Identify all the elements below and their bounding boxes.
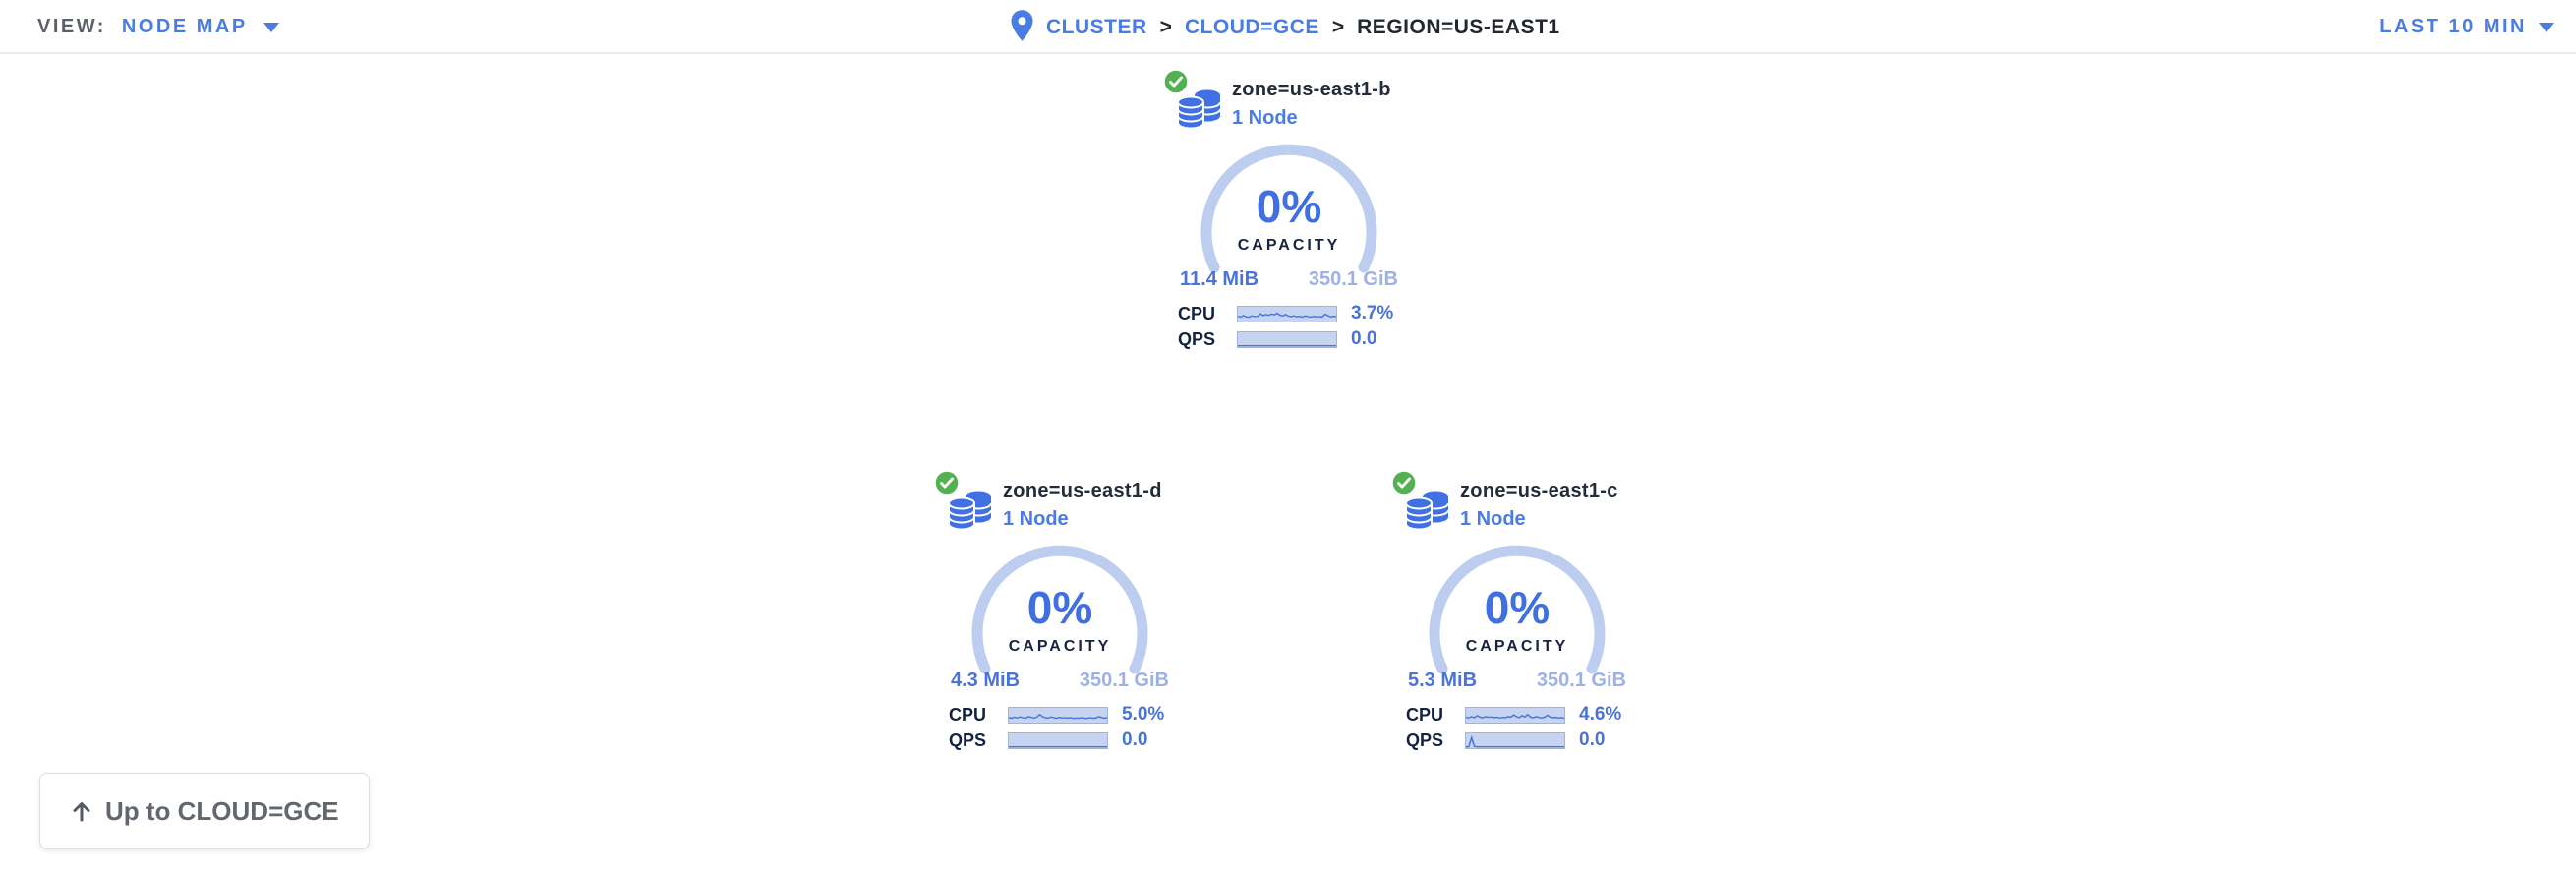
cpu-value: 4.6% <box>1579 704 1622 725</box>
cpu-metric-row: CPU 5.0% <box>937 704 1183 725</box>
capacity-used: 5.3 MiB <box>1408 670 1478 691</box>
up-button-label: Up to CLOUD=GCE <box>105 795 339 826</box>
breadcrumb-separator: > <box>1159 15 1172 38</box>
qps-value: 0.0 <box>1579 730 1606 750</box>
time-range-label: LAST 10 MIN <box>2379 16 2527 37</box>
capacity-total: 350.1 GiB <box>1308 268 1398 290</box>
capacity-label: CAPACITY <box>1008 638 1112 655</box>
capacity-used: 11.4 MiB <box>1180 268 1259 290</box>
qps-label: QPS <box>1177 328 1215 349</box>
breadcrumb-separator: > <box>1331 15 1345 38</box>
zone-title: zone=us-east1-d <box>1003 480 1162 501</box>
topbar: VIEW: NODE MAP CLUSTER > CLOUD=GCE > REG… <box>0 0 2576 54</box>
qps-sparkline-chart <box>1465 731 1565 749</box>
cpu-label: CPU <box>1405 704 1443 725</box>
database-stack-icon <box>1405 491 1449 531</box>
time-range-dropdown[interactable]: LAST 10 MIN <box>2379 0 2554 54</box>
healthy-check-icon <box>933 469 961 497</box>
zone-card-us-east1-c[interactable]: zone=us-east1-c 1 Node 0% CAPACITY 5.3 M… <box>1390 466 1640 761</box>
breadcrumb-cluster-link[interactable]: CLUSTER <box>1046 15 1147 38</box>
zone-card-us-east1-b[interactable]: zone=us-east1-b 1 Node 0% CAPACITY 11.4 … <box>1162 65 1412 360</box>
qps-metric-row: QPS 0.0 <box>1394 730 1640 750</box>
capacity-percent: 0% <box>1256 181 1322 232</box>
view-dropdown[interactable]: VIEW: NODE MAP <box>37 0 279 54</box>
qps-sparkline-chart <box>1237 330 1337 348</box>
view-value: NODE MAP <box>121 16 248 37</box>
capacity-total: 350.1 GiB <box>1536 670 1626 691</box>
zone-title: zone=us-east1-b <box>1232 79 1391 100</box>
capacity-percent: 0% <box>1026 582 1093 633</box>
chevron-down-icon <box>2539 22 2554 32</box>
capacity-values: 11.4 MiB 350.1 GiB <box>1166 268 1412 291</box>
cpu-label: CPU <box>948 704 986 725</box>
zone-node-count: 1 Node <box>1003 508 1069 530</box>
cpu-value: 3.7% <box>1351 303 1394 323</box>
capacity-gauge-arc <box>1429 545 1606 674</box>
cpu-label: CPU <box>1177 303 1215 323</box>
capacity-total: 350.1 GiB <box>1079 670 1169 691</box>
cpu-metric-row: CPU 4.6% <box>1394 704 1640 725</box>
capacity-gauge-arc <box>1200 144 1377 273</box>
zone-node-count: 1 Node <box>1460 508 1526 530</box>
cpu-sparkline-chart <box>1237 305 1337 322</box>
qps-label: QPS <box>948 730 986 750</box>
qps-metric-row: QPS 0.0 <box>937 730 1183 750</box>
qps-value: 0.0 <box>1351 328 1377 349</box>
capacity-values: 5.3 MiB 350.1 GiB <box>1394 670 1640 692</box>
capacity-label: CAPACITY <box>1237 237 1341 254</box>
qps-sparkline-chart <box>1008 731 1108 749</box>
qps-label: QPS <box>1405 730 1443 750</box>
cpu-metric-row: CPU 3.7% <box>1166 303 1412 323</box>
capacity-used: 4.3 MiB <box>951 670 1021 691</box>
capacity-percent: 0% <box>1484 582 1551 633</box>
capacity-label: CAPACITY <box>1465 638 1569 655</box>
breadcrumb-cloud-link[interactable]: CLOUD=GCE <box>1184 15 1319 38</box>
zone-card-us-east1-d[interactable]: zone=us-east1-d 1 Node 0% CAPACITY 4.3 M… <box>933 466 1183 761</box>
database-stack-icon <box>948 491 992 531</box>
view-label: VIEW: <box>37 16 106 37</box>
qps-value: 0.0 <box>1122 730 1148 750</box>
cpu-sparkline-chart <box>1465 706 1565 724</box>
healthy-check-icon <box>1390 469 1418 497</box>
zone-title: zone=us-east1-c <box>1460 480 1618 501</box>
healthy-check-icon <box>1162 68 1190 95</box>
breadcrumb-current-region: REGION=US-EAST1 <box>1357 15 1560 38</box>
up-arrow-icon <box>73 802 90 822</box>
cpu-sparkline-chart <box>1008 706 1108 724</box>
zone-node-count: 1 Node <box>1232 107 1298 129</box>
qps-metric-row: QPS 0.0 <box>1166 328 1412 349</box>
location-pin-icon <box>1011 10 1033 41</box>
breadcrumb: CLUSTER > CLOUD=GCE > REGION=US-EAST1 <box>1011 0 1560 54</box>
up-to-cloud-button[interactable]: Up to CLOUD=GCE <box>39 773 370 849</box>
chevron-down-icon <box>263 22 279 32</box>
cpu-value: 5.0% <box>1122 704 1165 725</box>
capacity-gauge-arc <box>971 545 1148 674</box>
capacity-values: 4.3 MiB 350.1 GiB <box>937 670 1183 692</box>
database-stack-icon <box>1177 89 1221 130</box>
